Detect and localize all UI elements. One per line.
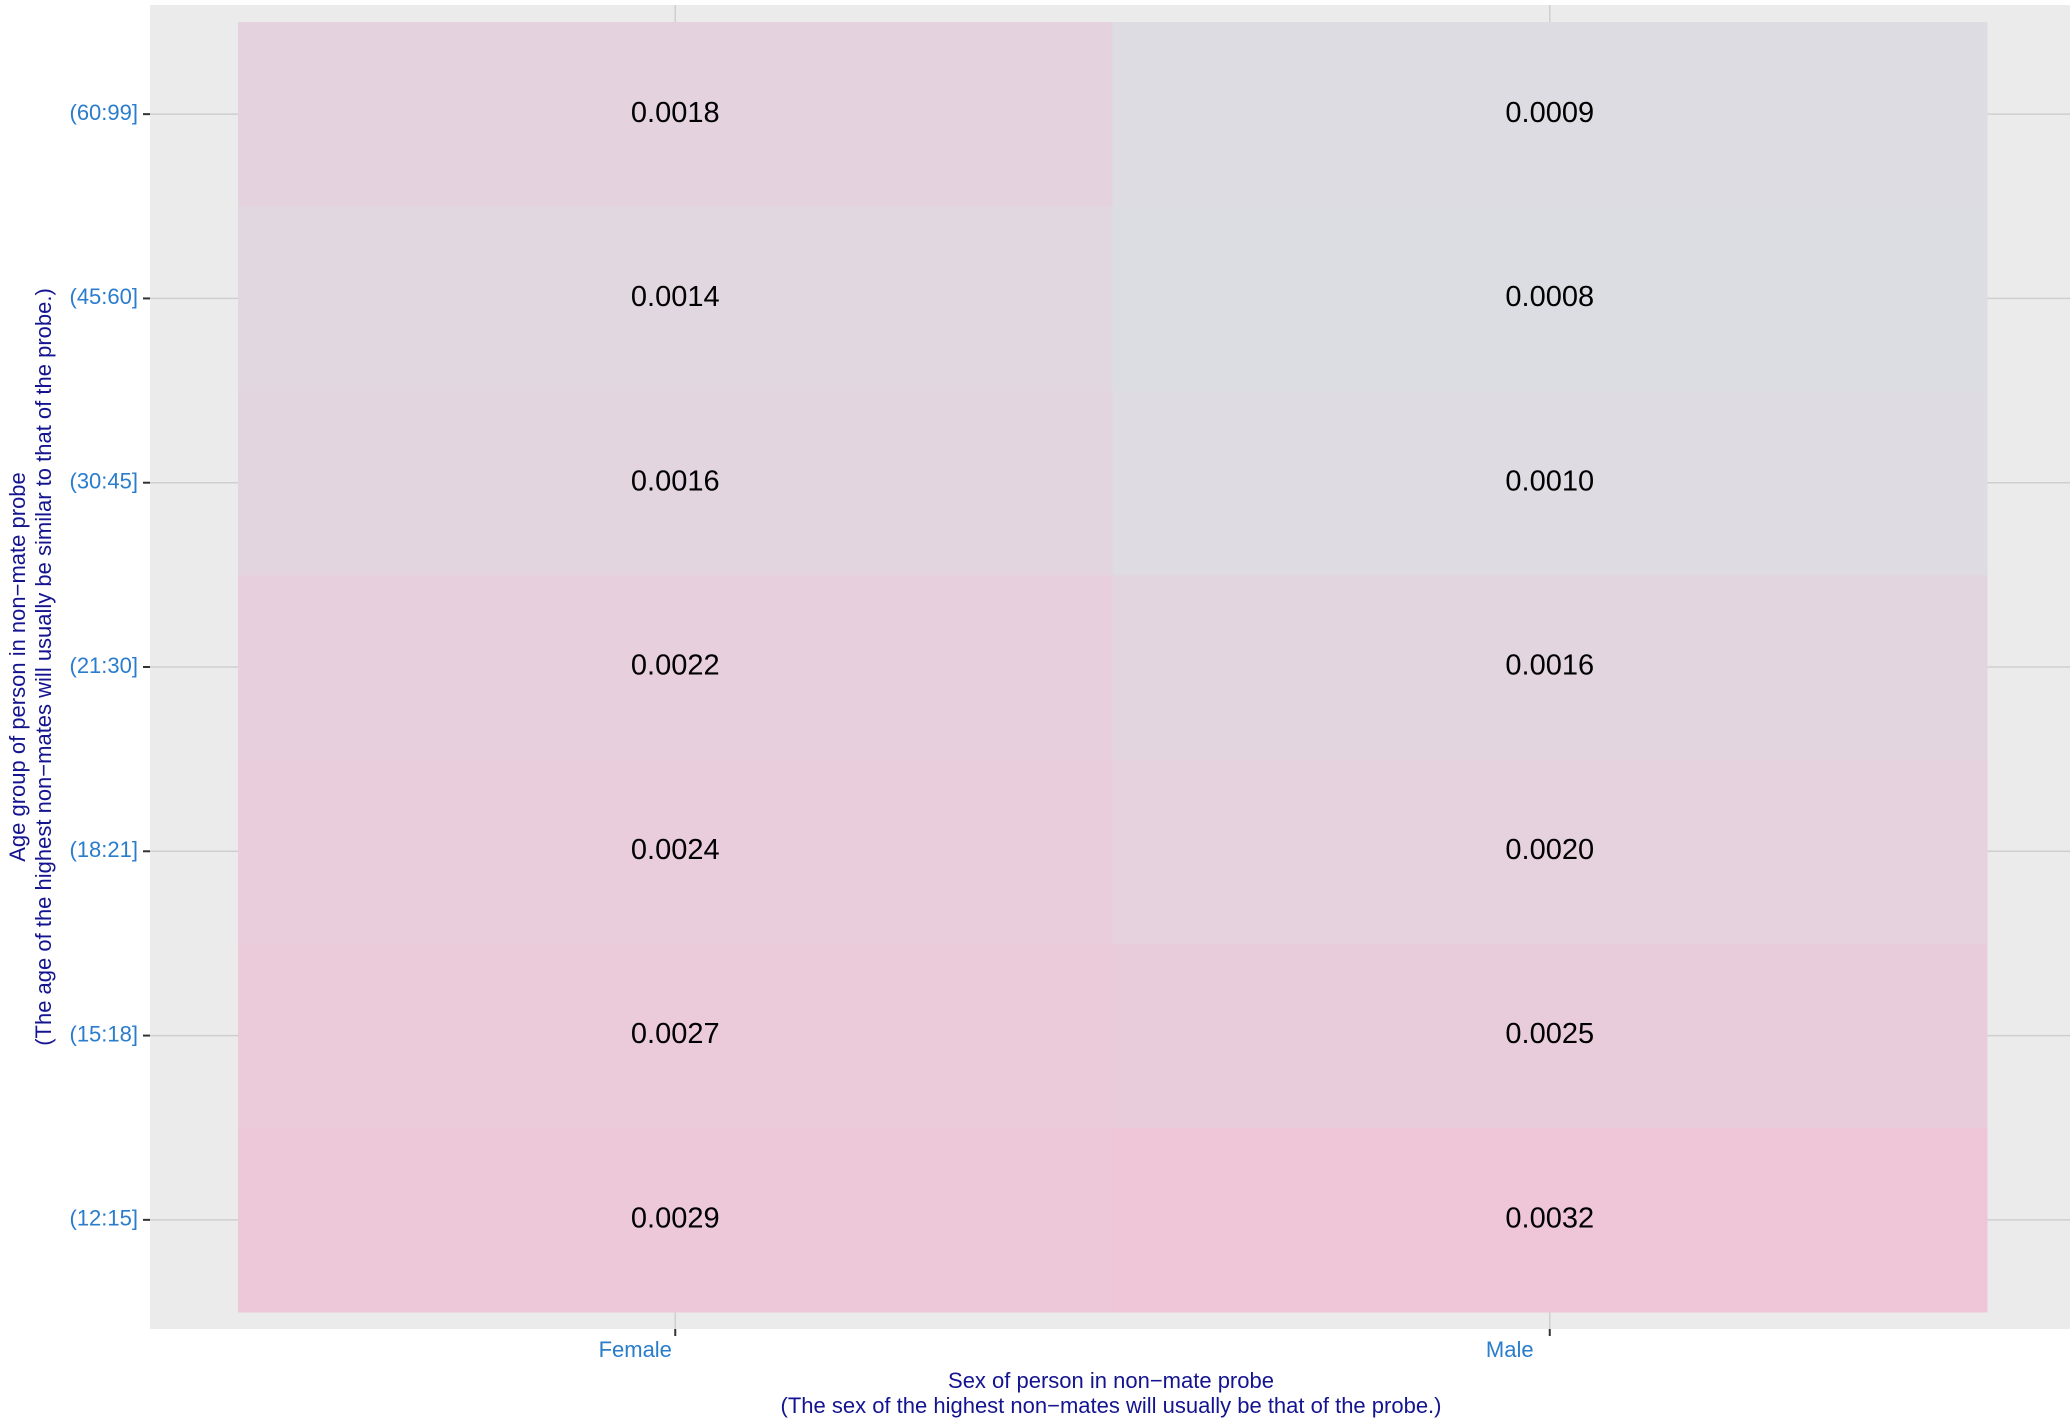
value-label: 0.0029 <box>631 1203 720 1235</box>
y-tick-label: (45:60] <box>70 284 139 309</box>
tile <box>238 759 1113 944</box>
x-tick-label: Female <box>599 1337 672 1362</box>
y-axis-title: Age group of person in non−mate probe <box>5 472 30 862</box>
value-label: 0.0014 <box>631 281 720 313</box>
value-label: 0.0032 <box>1505 1203 1594 1235</box>
tile <box>238 206 1113 392</box>
value-label: 0.0008 <box>1505 281 1594 313</box>
tile <box>238 1127 1113 1313</box>
y-tick-label: (21:30] <box>70 653 139 678</box>
value-label: 0.0010 <box>1505 465 1594 497</box>
tile <box>1112 574 1988 760</box>
y-tick-label: (30:45] <box>70 469 139 494</box>
tile <box>1112 943 1988 1129</box>
x-axis-title: Sex of person in non−mate probe <box>948 1368 1274 1393</box>
tile <box>238 390 1113 576</box>
x-axis-subtitle: (The sex of the highest non−mates will u… <box>781 1393 1442 1418</box>
y-tick-label: (12:15] <box>70 1206 139 1231</box>
value-label: 0.0018 <box>631 97 720 129</box>
y-tick-label: (60:99] <box>70 100 139 125</box>
tile <box>1112 390 1988 576</box>
value-label: 0.0020 <box>1505 834 1594 866</box>
tile <box>238 22 1113 207</box>
tiles <box>238 22 1988 1313</box>
value-label: 0.0025 <box>1505 1018 1594 1050</box>
tile <box>238 574 1113 760</box>
value-label: 0.0016 <box>631 465 720 497</box>
value-label: 0.0027 <box>631 1018 720 1050</box>
y-tick-label: (18:21] <box>70 837 139 862</box>
value-label: 0.0022 <box>631 650 720 682</box>
value-label: 0.0009 <box>1505 97 1594 129</box>
y-tick-label: (15:18] <box>70 1021 139 1046</box>
tile <box>1112 759 1988 944</box>
value-label: 0.0024 <box>631 834 720 866</box>
tile <box>238 943 1113 1129</box>
tile <box>1112 22 1988 207</box>
tile <box>1112 1127 1988 1313</box>
x-tick-label: Male <box>1486 1337 1534 1362</box>
y-axis-subtitle: (The age of the highest non−mates will u… <box>31 288 56 1046</box>
tile <box>1112 206 1988 392</box>
value-label: 0.0016 <box>1505 650 1594 682</box>
